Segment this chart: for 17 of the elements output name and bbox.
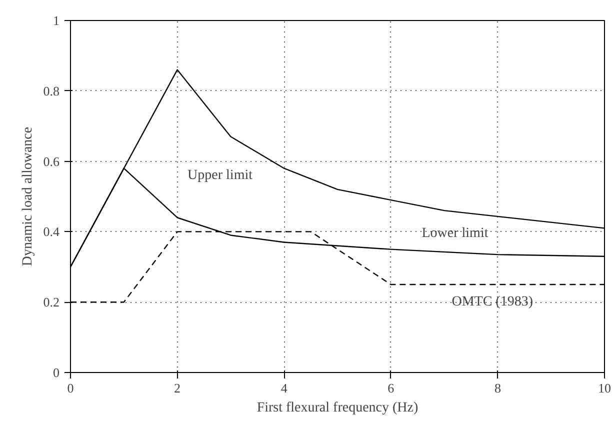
y-tick-label: 0.6 <box>43 154 60 169</box>
annotation: Upper limit <box>188 168 253 183</box>
y-tick-label: 1 <box>53 13 60 28</box>
x-tick-label: 0 <box>67 380 74 396</box>
annotation: OMTC (1983) <box>452 294 534 310</box>
y-tick-label: 0 <box>53 365 60 380</box>
x-tick-label: 8 <box>494 380 501 396</box>
x-axis-title: First flexural frequency (Hz) <box>256 400 418 416</box>
x-tick-label: 2 <box>174 380 181 396</box>
x-tick-label: 10 <box>598 380 611 396</box>
y-tick-label: 0.8 <box>43 83 60 98</box>
x-tick-label: 4 <box>280 380 288 396</box>
y-tick-label: 0.2 <box>43 294 60 310</box>
y-axis-title: Dynamic load allowance <box>20 126 36 266</box>
annotation: Lower limit <box>422 226 488 241</box>
x-tick-label: 6 <box>388 380 395 396</box>
y-tick-label: 0.4 <box>43 224 60 240</box>
